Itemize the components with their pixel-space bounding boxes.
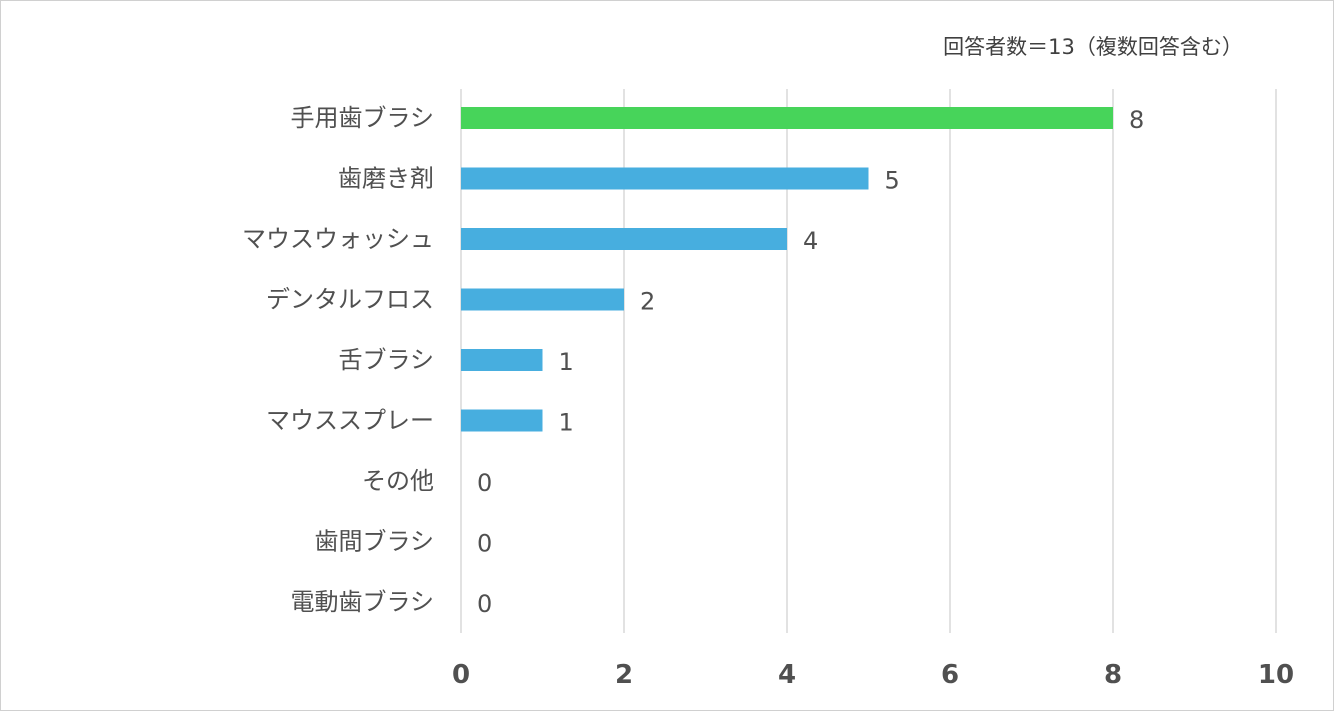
x-tick-label: 2 xyxy=(615,660,633,690)
category-label: 歯磨き剤 xyxy=(338,165,434,193)
category-label: 歯間ブラシ xyxy=(314,528,434,556)
data-label: 5 xyxy=(885,167,900,195)
x-tick-label: 0 xyxy=(452,660,470,690)
bar xyxy=(461,228,787,250)
data-label: 0 xyxy=(477,590,492,618)
category-label: マウスウォッシュ xyxy=(242,225,434,253)
data-label: 2 xyxy=(640,288,655,316)
bar xyxy=(461,167,869,190)
x-tick-label: 8 xyxy=(1104,660,1122,690)
category-label: その他 xyxy=(362,467,434,495)
respondent-note: 回答者数＝13（複数回答含む） xyxy=(943,35,1243,59)
category-labels: 手用歯ブラシ歯磨き剤マウスウォッシュデンタルフロス舌ブラシマウススプレーその他歯… xyxy=(242,104,434,616)
data-label: 8 xyxy=(1129,106,1144,134)
category-label: マウススプレー xyxy=(266,407,434,435)
category-label: 舌ブラシ xyxy=(338,346,434,374)
category-label: デンタルフロス xyxy=(266,286,434,314)
bar xyxy=(461,409,543,432)
data-label: 0 xyxy=(477,530,492,558)
x-tick-label: 10 xyxy=(1258,660,1294,690)
bars xyxy=(461,107,1113,432)
bar xyxy=(461,107,1113,129)
data-label: 4 xyxy=(803,227,818,255)
bar xyxy=(461,288,624,311)
x-axis-ticks: 0 2 4 6 8 10 xyxy=(452,660,1294,690)
data-label: 0 xyxy=(477,469,492,497)
category-label: 電動歯ブラシ xyxy=(290,588,434,616)
bar xyxy=(461,349,543,371)
value-labels: 8 5 4 2 1 1 0 0 0 xyxy=(477,106,1144,618)
x-tick-label: 4 xyxy=(778,660,796,690)
data-label: 1 xyxy=(559,409,574,437)
x-tick-label: 6 xyxy=(941,660,959,690)
data-label: 1 xyxy=(559,348,574,376)
category-label: 手用歯ブラシ xyxy=(290,104,434,132)
